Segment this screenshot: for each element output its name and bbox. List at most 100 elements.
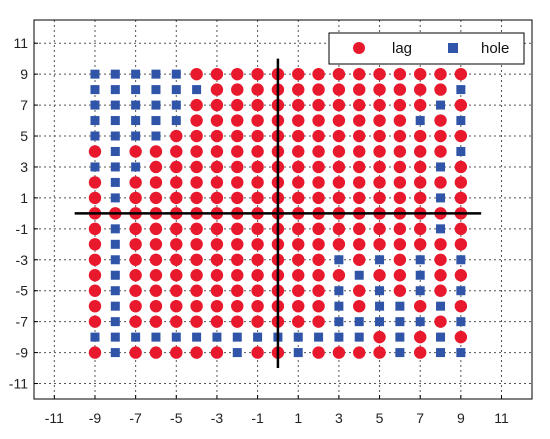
hole-point (171, 100, 181, 110)
lag-point (231, 222, 244, 236)
lag-point (149, 238, 163, 251)
hole-point (192, 332, 202, 342)
hole-point (171, 116, 181, 126)
lag-point (353, 67, 366, 81)
lag-point (129, 315, 142, 328)
lag-point (231, 299, 244, 313)
x-tick-label: -5 (170, 410, 183, 426)
hole-point (131, 85, 141, 95)
lag-point (393, 129, 407, 143)
lag-point (251, 160, 264, 174)
hole-point (171, 85, 181, 95)
lag-point (292, 176, 305, 189)
lag-point (251, 191, 264, 205)
lag-point (210, 284, 224, 297)
hole-point (90, 332, 100, 342)
hole-point (131, 116, 141, 126)
x-tick-labels: -11 -9 -7 -5 -3 -1 1 3 5 7 9 11 (45, 395, 509, 426)
lag-point (149, 176, 163, 189)
legend-marker-lag (353, 42, 365, 54)
lag-point (373, 98, 386, 112)
lag-point (434, 129, 447, 143)
hole-point (314, 332, 324, 342)
lag-point (393, 238, 407, 251)
lag-point (393, 160, 407, 174)
hole-point (151, 100, 161, 110)
lag-point (129, 222, 142, 236)
lag-point (353, 129, 366, 143)
hole-point (456, 146, 466, 156)
lag-point (454, 98, 468, 112)
lag-point (332, 83, 346, 96)
lag-point (190, 284, 203, 297)
lag-point (414, 299, 427, 313)
lag-point (414, 222, 427, 236)
hole-point (131, 162, 141, 172)
lag-point (454, 269, 468, 282)
lag-point (129, 299, 142, 313)
lag-point (292, 191, 305, 205)
lag-point (190, 269, 203, 282)
y-tick-label: -9 (16, 345, 29, 361)
lag-point (353, 160, 366, 174)
lag-point (292, 129, 305, 143)
lag-point (231, 176, 244, 189)
lag-point (210, 346, 224, 359)
lag-point (210, 222, 224, 236)
lag-point (190, 238, 203, 251)
hole-point (232, 332, 242, 342)
lag-point (149, 191, 163, 205)
lag-point (414, 145, 427, 158)
lag-point (373, 330, 386, 344)
lag-point (292, 98, 305, 112)
lag-point (190, 346, 203, 359)
lag-point (353, 114, 366, 127)
lag-point (434, 269, 447, 282)
lag-point (292, 269, 305, 282)
lag-point (393, 98, 407, 112)
hole-point (110, 177, 120, 187)
lag-point (149, 299, 163, 313)
lag-point (149, 145, 163, 158)
lag-point (251, 346, 264, 359)
lag-point (312, 176, 325, 189)
lag-point (129, 269, 142, 282)
lag-point (353, 284, 366, 297)
legend-label-lag: lag (392, 40, 412, 57)
lag-point (231, 191, 244, 205)
x-tick-label: 9 (457, 410, 465, 426)
lag-point (170, 176, 183, 189)
lag-point (251, 284, 264, 297)
hole-point (375, 301, 385, 311)
lag-point (332, 346, 346, 359)
hole-point (354, 270, 364, 280)
hole-point (415, 255, 425, 265)
hole-point (110, 100, 120, 110)
hole-point (456, 317, 466, 327)
lag-point (332, 238, 346, 251)
lag-point (251, 315, 264, 328)
lag-point (414, 98, 427, 112)
lag-point (434, 253, 447, 266)
lag-point (332, 269, 346, 282)
lag-point (414, 83, 427, 96)
lag-point (210, 176, 224, 189)
hole-point (334, 255, 344, 265)
x-tick-label: -1 (251, 410, 264, 426)
hole-point (436, 332, 446, 342)
hole-point (436, 348, 446, 358)
lag-point (149, 284, 163, 297)
lag-point (373, 114, 386, 127)
lag-point (170, 253, 183, 266)
lag-point (414, 191, 427, 205)
lag-point (373, 238, 386, 251)
hole-point (171, 332, 181, 342)
lag-point (312, 67, 325, 81)
lag-point (231, 238, 244, 251)
lag-point (210, 129, 224, 143)
x-tick-label: -7 (129, 410, 142, 426)
legend: lag hole (328, 32, 525, 65)
lag-point (373, 160, 386, 174)
lag-point (312, 145, 325, 158)
